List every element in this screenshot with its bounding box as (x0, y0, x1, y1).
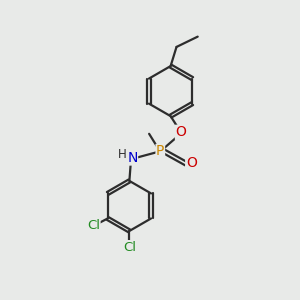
Text: N: N (127, 151, 137, 165)
Text: P: P (156, 145, 164, 158)
Text: Cl: Cl (123, 241, 136, 254)
Text: Cl: Cl (87, 219, 100, 232)
Text: O: O (176, 125, 186, 139)
Text: H: H (118, 148, 126, 161)
Text: O: O (186, 156, 197, 170)
